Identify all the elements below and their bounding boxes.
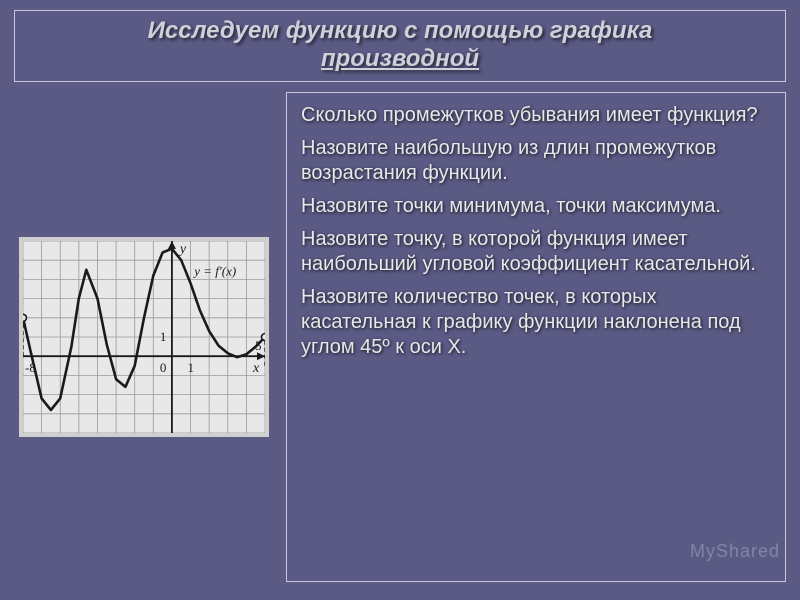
questions-box: Сколько промежутков убывания имеет функц… [286, 92, 786, 582]
body-row: yx-80151y = f′(x) Сколько промежутков уб… [14, 92, 786, 582]
question-3: Назовите точки минимума, точки максимума… [301, 194, 771, 219]
title-line-1: Исследуем функцию с помощью графика [25, 17, 775, 45]
graph-svg: yx-80151y = f′(x) [23, 241, 265, 433]
question-2: Назовите наибольшую из длин промежутков … [301, 136, 771, 186]
question-1: Сколько промежутков убывания имеет функц… [301, 103, 771, 128]
svg-text:y: y [178, 242, 187, 257]
question-4: Назовите точку, в которой функция имеет … [301, 227, 771, 277]
svg-text:1: 1 [160, 329, 167, 344]
svg-text:0: 0 [160, 360, 167, 375]
slide: Исследуем функцию с помощью графика прои… [0, 0, 800, 600]
svg-text:x: x [252, 361, 260, 376]
title-box: Исследуем функцию с помощью графика прои… [14, 10, 786, 82]
graph-column: yx-80151y = f′(x) [14, 92, 274, 582]
title-line-2: производной [25, 45, 775, 73]
derivative-graph: yx-80151y = f′(x) [19, 237, 269, 437]
svg-text:y = f′(x): y = f′(x) [192, 264, 236, 279]
question-5: Назовите количество точек, в которых кас… [301, 285, 771, 360]
svg-text:1: 1 [188, 360, 195, 375]
